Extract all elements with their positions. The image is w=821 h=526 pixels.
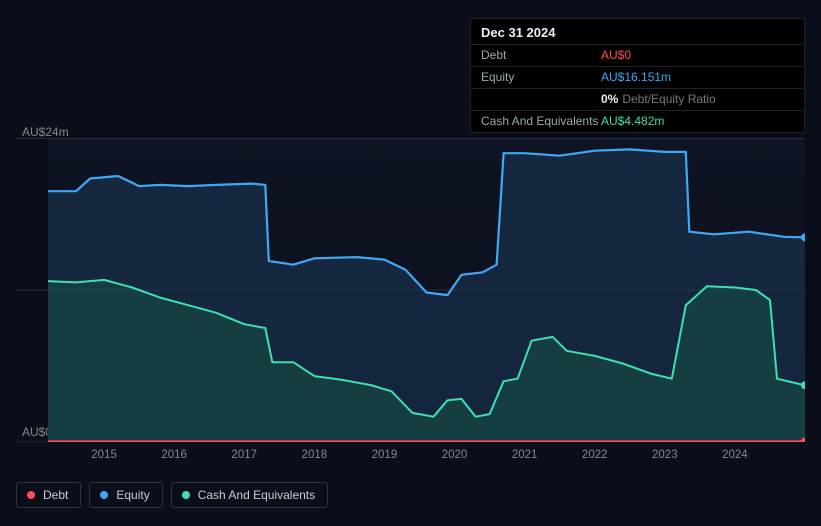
x-axis-year: 2016	[161, 449, 187, 461]
circle-icon	[100, 491, 108, 499]
tooltip-row: Cash And EquivalentsAU$4.482m	[471, 110, 804, 132]
legend-item-equity[interactable]: Equity	[89, 482, 162, 508]
tooltip-row-suffix: Debt/Equity Ratio	[622, 92, 715, 106]
tooltip-row-value: 0%Debt/Equity Ratio	[601, 92, 794, 106]
legend-label: Debt	[43, 488, 68, 502]
x-axis-year: 2017	[231, 449, 257, 461]
x-axis-year: 2022	[582, 449, 608, 461]
tooltip-row-label	[481, 92, 601, 106]
legend-label: Cash And Equivalents	[198, 488, 315, 502]
x-axis-year: 2018	[302, 449, 328, 461]
tooltip-row-value: AU$4.482m	[601, 114, 794, 128]
tooltip-row-label: Equity	[481, 70, 601, 84]
x-axis-year: 2020	[442, 449, 468, 461]
x-axis-labels: 2015 2016 2017 2018 2019 2020 2021 2022 2023 2024	[16, 449, 805, 465]
x-axis-year: 2015	[91, 449, 117, 461]
x-axis-year: 2019	[372, 449, 398, 461]
tooltip-row-value: AU$16.151m	[601, 70, 794, 84]
tooltip-row-label: Debt	[481, 48, 601, 62]
tooltip-row: EquityAU$16.151m	[471, 66, 804, 88]
chart-container: Dec 31 2024 DebtAU$0EquityAU$16.151m0%De…	[0, 0, 821, 526]
tooltip-row: DebtAU$0	[471, 44, 804, 66]
circle-icon	[27, 491, 35, 499]
legend-item-debt[interactable]: Debt	[16, 482, 81, 508]
legend: Debt Equity Cash And Equivalents	[16, 482, 328, 508]
x-axis-year: 2024	[722, 449, 748, 461]
y-axis-max-label: AU$24m	[22, 125, 69, 139]
legend-label: Equity	[116, 488, 149, 502]
circle-icon	[182, 491, 190, 499]
hover-tooltip: Dec 31 2024 DebtAU$0EquityAU$16.151m0%De…	[470, 18, 805, 133]
tooltip-row-label: Cash And Equivalents	[481, 114, 601, 128]
area-chart[interactable]	[16, 138, 805, 442]
tooltip-row: 0%Debt/Equity Ratio	[471, 88, 804, 110]
tooltip-row-value: AU$0	[601, 48, 794, 62]
x-axis-year: 2021	[512, 449, 538, 461]
tooltip-date: Dec 31 2024	[471, 19, 804, 44]
legend-item-cash[interactable]: Cash And Equivalents	[171, 482, 328, 508]
x-axis-year: 2023	[652, 449, 678, 461]
